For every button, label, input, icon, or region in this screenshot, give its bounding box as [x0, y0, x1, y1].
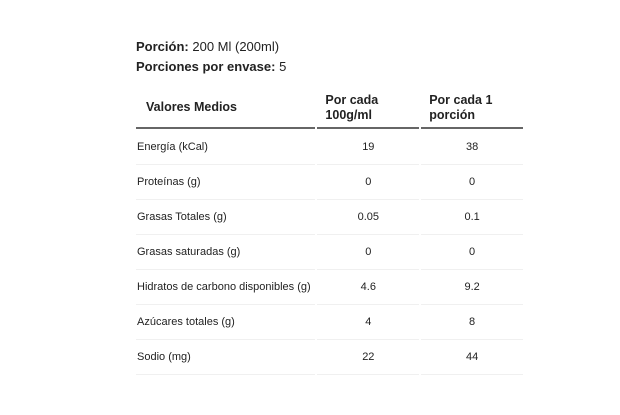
header-name: Valores Medios [136, 88, 316, 129]
value-perportion: 0 [421, 165, 523, 200]
servings-value: 5 [279, 59, 287, 74]
table-row: Azúcares totales (g) 4 8 [136, 305, 523, 340]
value-per100: 4.6 [317, 270, 420, 305]
value-per100: 19 [317, 129, 420, 165]
value-per100: 0.05 [317, 200, 420, 235]
header-perportion: Por cada 1 porción [421, 88, 523, 129]
value-per100: 22 [317, 340, 420, 375]
value-perportion: 38 [421, 129, 523, 165]
value-per100: 0 [317, 165, 420, 200]
value-perportion: 8 [421, 305, 523, 340]
servings-line: Porciones por envase: 5 [136, 59, 286, 74]
portion-value: 200 Ml (200ml) [192, 39, 280, 54]
table-row: Proteínas (g) 0 0 [136, 165, 523, 200]
table-row: Sodio (mg) 22 44 [136, 340, 523, 375]
nutrient-name: Energía (kCal) [136, 129, 316, 165]
header-per100: Por cada 100g/ml [317, 88, 420, 129]
nutrient-name: Grasas Totales (g) [136, 200, 316, 235]
table-row: Grasas Totales (g) 0.05 0.1 [136, 200, 523, 235]
portion-label: Porción: [136, 39, 189, 54]
table-row: Energía (kCal) 19 38 [136, 129, 523, 165]
value-perportion: 44 [421, 340, 523, 375]
servings-label: Porciones por envase: [136, 59, 276, 74]
nutrient-name: Grasas saturadas (g) [136, 235, 316, 270]
value-per100: 4 [317, 305, 420, 340]
portion-line: Porción: 200 Ml (200ml) [136, 39, 279, 54]
nutrient-name: Sodio (mg) [136, 340, 316, 375]
nutrient-name: Hidratos de carbono disponibles (g) [136, 270, 316, 305]
value-per100: 0 [317, 235, 420, 270]
table-row: Hidratos de carbono disponibles (g) 4.6 9.… [136, 270, 523, 305]
value-perportion: 9.2 [421, 270, 523, 305]
nutrient-name: Azúcares totales (g) [136, 305, 316, 340]
value-perportion: 0 [421, 235, 523, 270]
nutrient-name: Proteínas (g) [136, 165, 316, 200]
header-row: Valores Medios Por cada 100g/ml Por cada… [136, 88, 523, 129]
value-perportion: 0.1 [421, 200, 523, 235]
table-row: Grasas saturadas (g) 0 0 [136, 235, 523, 270]
nutrition-table: Valores Medios Por cada 100g/ml Por cada… [134, 88, 525, 375]
